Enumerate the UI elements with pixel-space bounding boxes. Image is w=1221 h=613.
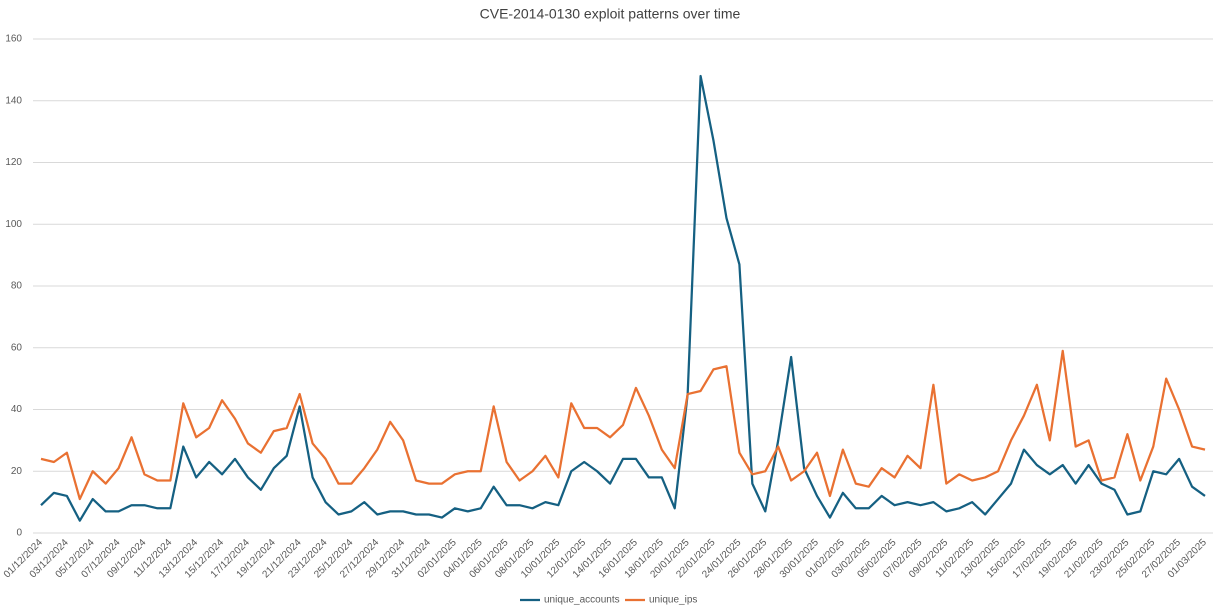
legend-label: unique_ips — [649, 595, 697, 606]
series-line — [40, 74, 1206, 522]
y-tick-label: 100 — [5, 219, 22, 230]
y-tick-label: 40 — [11, 404, 23, 415]
chart-title: CVE-2014-0130 exploit patterns over time — [480, 6, 741, 22]
y-tick-label: 140 — [5, 95, 22, 106]
y-tick-label: 160 — [5, 34, 22, 45]
legend-label: unique_accounts — [544, 595, 620, 606]
y-tick-label: 0 — [16, 528, 22, 539]
y-tick-label: 60 — [11, 342, 23, 353]
y-tick-label: 20 — [11, 466, 23, 477]
series-line — [40, 349, 1206, 501]
y-tick-label: 80 — [11, 281, 23, 292]
y-tick-label: 120 — [5, 157, 22, 168]
